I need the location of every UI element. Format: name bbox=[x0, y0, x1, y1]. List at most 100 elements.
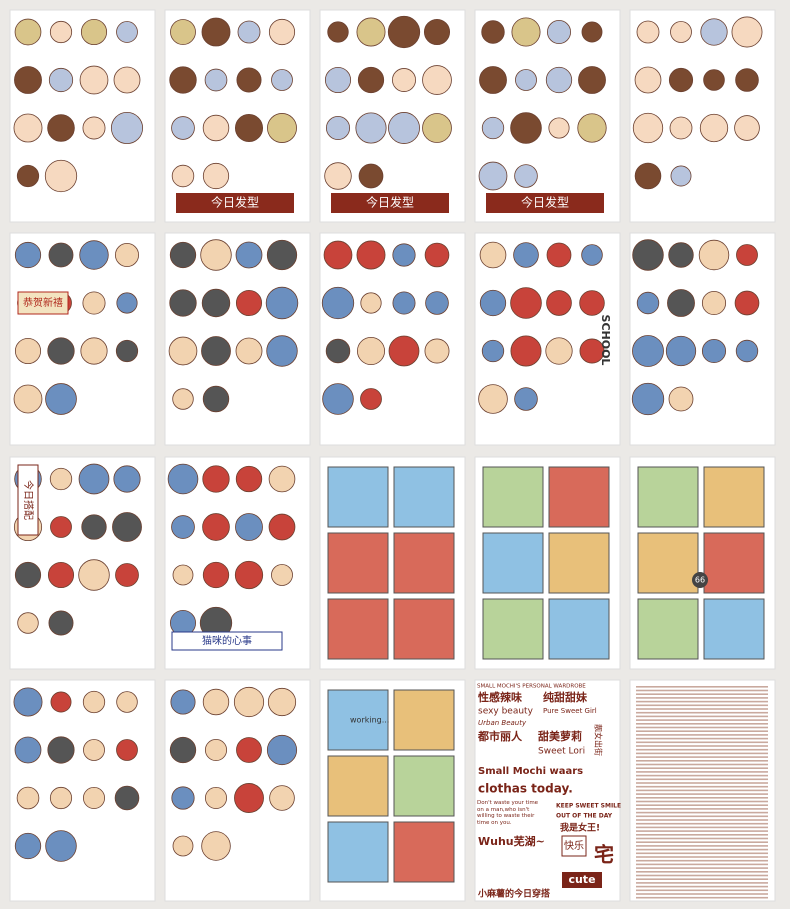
scene-panel bbox=[548, 598, 610, 660]
sticker-item bbox=[202, 162, 230, 190]
text-line bbox=[636, 867, 768, 869]
sticker-item bbox=[201, 831, 231, 861]
text-line bbox=[636, 752, 768, 755]
sticker-item bbox=[514, 164, 538, 188]
sticker-item bbox=[581, 21, 603, 43]
sticker-item bbox=[479, 289, 507, 317]
text-line bbox=[636, 778, 768, 781]
sticker-item bbox=[172, 388, 194, 410]
sticker-item bbox=[13, 384, 43, 414]
sticker-item bbox=[171, 116, 195, 140]
sticker-item bbox=[422, 65, 452, 95]
sticker-item bbox=[267, 113, 297, 143]
sticker-item bbox=[14, 66, 42, 94]
sticker-item bbox=[80, 18, 108, 46]
sticker-item bbox=[271, 564, 293, 586]
cute: cute bbox=[568, 873, 595, 886]
sticker-item bbox=[670, 165, 692, 187]
sticker-item bbox=[234, 783, 264, 813]
scene-panel bbox=[393, 821, 455, 883]
sticker-item bbox=[357, 337, 385, 365]
sticker-item bbox=[110, 111, 144, 145]
road-sign-text: 66 bbox=[695, 576, 705, 585]
scene-panel bbox=[703, 532, 765, 594]
text-line bbox=[636, 686, 768, 688]
sticker-item bbox=[170, 19, 196, 45]
footer: 小麻薯的今日穿搭 bbox=[477, 888, 550, 900]
keep: OUT OF THE DAY bbox=[556, 813, 613, 820]
scene-panel bbox=[393, 689, 455, 751]
label-en: sexy beauty bbox=[478, 707, 534, 717]
scene-panel bbox=[327, 466, 389, 528]
text-line bbox=[636, 841, 768, 843]
banner-bg bbox=[486, 193, 604, 213]
sticker-item bbox=[511, 17, 541, 47]
sticker-item bbox=[632, 239, 664, 271]
sticker-item bbox=[546, 242, 572, 268]
sticker-item bbox=[202, 385, 230, 413]
sticker-item bbox=[47, 114, 75, 142]
text-line bbox=[636, 874, 768, 877]
scene-panel bbox=[637, 532, 699, 594]
sticker-item bbox=[47, 561, 75, 589]
sticker-item bbox=[323, 240, 353, 270]
text-line bbox=[636, 711, 768, 714]
sticker-item bbox=[324, 162, 352, 190]
text-line bbox=[636, 708, 768, 710]
sticker-item bbox=[269, 785, 295, 811]
sticker-item bbox=[14, 832, 42, 860]
sticker-item bbox=[116, 691, 138, 713]
sticker-item bbox=[357, 66, 385, 94]
sticker-item bbox=[481, 20, 505, 44]
cat-banner: 猫咪的心事 bbox=[202, 634, 252, 647]
text-line bbox=[636, 893, 768, 895]
sticker-item bbox=[634, 66, 662, 94]
banner-bg bbox=[17, 464, 39, 536]
sticker-item bbox=[665, 335, 697, 367]
sticker-item bbox=[235, 241, 263, 269]
sticker-item bbox=[49, 20, 73, 44]
sticker-item bbox=[356, 240, 386, 270]
sticker-item bbox=[636, 291, 660, 315]
sticker-item bbox=[49, 786, 73, 810]
sticker-item bbox=[734, 290, 760, 316]
sticker-item bbox=[631, 382, 665, 416]
text-line bbox=[636, 804, 768, 806]
sticker-item bbox=[545, 337, 573, 365]
home: 宅 bbox=[594, 843, 614, 867]
sticker-item bbox=[581, 244, 603, 266]
sticker-item bbox=[546, 290, 572, 316]
cute-bg bbox=[562, 872, 602, 888]
sticker-item bbox=[632, 112, 664, 144]
sticker-item bbox=[115, 563, 139, 587]
sticker-sheet bbox=[474, 679, 621, 902]
sticker-item bbox=[636, 20, 660, 44]
sticker-item bbox=[114, 242, 140, 268]
scene-panel bbox=[393, 598, 455, 660]
sticker-item bbox=[700, 18, 728, 46]
scene-panel bbox=[327, 532, 389, 594]
sticker-item bbox=[13, 687, 43, 717]
sticker-item bbox=[113, 465, 141, 493]
queen: 我是女王! bbox=[560, 822, 600, 834]
quote-box: Don't waste your time on a man,who isn't… bbox=[477, 800, 538, 826]
sticker-item bbox=[515, 69, 537, 91]
scene-panel bbox=[327, 755, 389, 817]
sticker-item bbox=[169, 66, 197, 94]
text-line bbox=[636, 837, 768, 840]
sticker-item bbox=[80, 337, 108, 365]
sticker-item bbox=[113, 66, 141, 94]
label-cn: 纯甜甜妹 bbox=[543, 690, 588, 704]
sticker-item bbox=[266, 335, 298, 367]
sticker-item bbox=[47, 337, 75, 365]
sticker-item bbox=[16, 786, 40, 810]
sticker-item bbox=[235, 289, 263, 317]
scene-panel bbox=[393, 532, 455, 594]
text-line bbox=[636, 767, 768, 769]
sticker-item bbox=[82, 690, 106, 714]
sticker-item bbox=[510, 335, 542, 367]
sticker-item bbox=[481, 339, 505, 363]
sticker-item bbox=[388, 112, 420, 144]
sticker-item bbox=[169, 241, 197, 269]
wuhu: Wuhu芜湖~ bbox=[478, 834, 545, 848]
